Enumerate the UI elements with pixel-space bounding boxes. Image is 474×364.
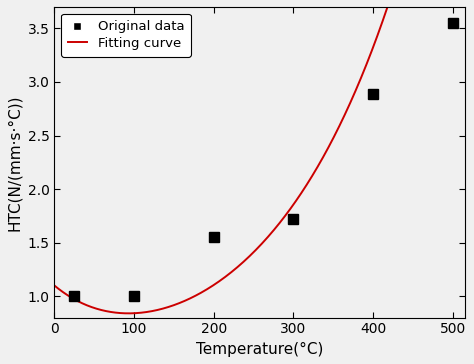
X-axis label: Temperature(°C): Temperature(°C)	[196, 342, 323, 357]
Y-axis label: HTC(N/(mm·s·°C)): HTC(N/(mm·s·°C))	[7, 94, 22, 230]
Legend: Original data, Fitting curve: Original data, Fitting curve	[61, 13, 191, 57]
